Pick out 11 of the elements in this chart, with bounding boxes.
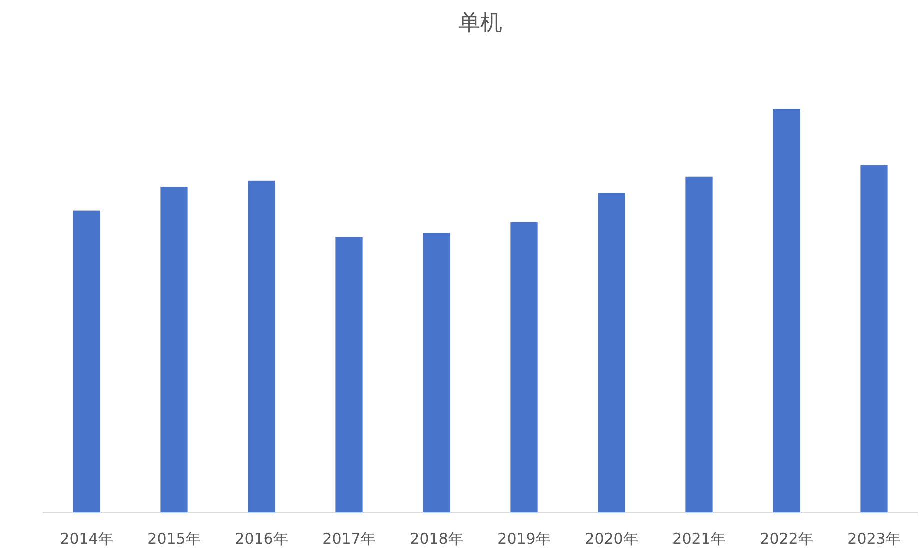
x-tick-label: 2020年	[585, 530, 638, 548]
x-tick-label: 2019年	[498, 530, 551, 548]
x-tick-label: 2015年	[148, 530, 201, 548]
x-tick-label: 2018年	[410, 530, 464, 548]
x-tick-label: 2023年	[848, 530, 901, 548]
x-tick-label: 2017年	[322, 530, 376, 548]
x-tick-label: 2021年	[672, 530, 726, 548]
x-tick-label: 2014年	[60, 530, 114, 548]
chart-title: 单机	[458, 11, 502, 36]
x-tick-label: 2022年	[760, 530, 814, 548]
x-tick-label: 2016年	[235, 530, 288, 548]
